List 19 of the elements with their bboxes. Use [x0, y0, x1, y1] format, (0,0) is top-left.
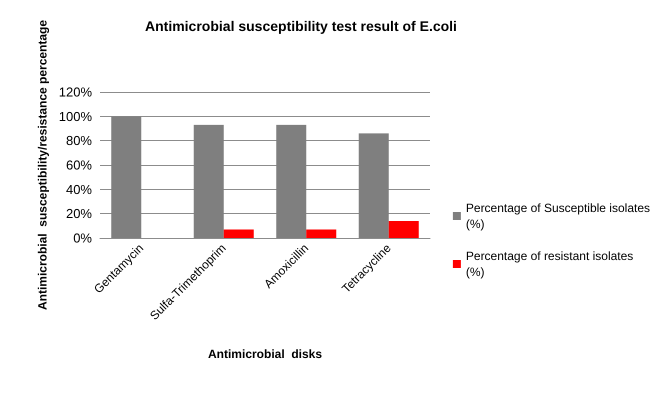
bar	[111, 116, 142, 238]
y-tick-label: 120%	[58, 84, 92, 100]
bar	[388, 220, 419, 238]
y-axis-title: Antimicrobial susceptibility/resistance percentage	[36, 20, 50, 310]
y-tick-label: 100%	[58, 108, 92, 124]
chart-title: Antimicrobial susceptibility test result of E.coli	[145, 18, 457, 34]
x-axis-title: Antimicrobial disks	[208, 347, 322, 361]
legend-label: Percentage of Susceptible isolates (%)	[466, 201, 650, 231]
bar	[276, 124, 306, 238]
bar	[194, 124, 224, 238]
y-tick-label: 40%	[66, 182, 92, 197]
y-tick-label: 80%	[66, 133, 92, 148]
bar	[224, 229, 254, 238]
y-tick-label: 0%	[73, 230, 92, 246]
y-tick-label: 60%	[66, 158, 92, 172]
bar	[358, 133, 389, 238]
legend-label: Percentage of resistant isolates (%)	[466, 249, 634, 279]
y-tick-label: 20%	[66, 206, 92, 222]
bar	[306, 229, 336, 238]
